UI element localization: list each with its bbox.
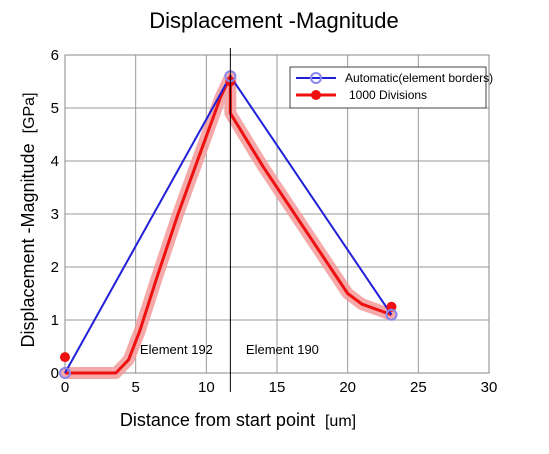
ticks: 0 5 10 15 20 25 30 0 1 2 3 4 5 6 (51, 47, 498, 396)
x-axis-label: Distance from start point [um] (120, 410, 356, 430)
legend-label-1000-divisions: 1000 Divisions (349, 88, 427, 102)
x-tick-label: 30 (481, 379, 498, 396)
legend-marker-automatic (310, 72, 322, 84)
y-tick-label: 0 (51, 365, 59, 382)
y-axis-label: Displacement -Magnitude [GPa] (18, 92, 38, 347)
x-tick-label: 10 (198, 379, 215, 396)
y-tick-label: 6 (51, 47, 59, 64)
y-tick-label: 5 (51, 100, 59, 117)
chart-title: Displacement -Magnitude (149, 8, 398, 33)
x-tick-label: 5 (131, 379, 139, 396)
y-tick-label: 3 (51, 206, 59, 223)
legend-box (289, 66, 487, 109)
annotation-label: Element 190 (246, 342, 319, 357)
legend-label-automatic: Automatic(element borders) (345, 71, 493, 85)
x-tick-label: 25 (410, 379, 427, 396)
legend-marker-1000-divisions (311, 90, 321, 100)
series-automatic-point (59, 367, 71, 379)
x-tick-label: 0 (61, 379, 69, 396)
series-1000-divisions-halo (59, 70, 398, 379)
annotations: Element 192 Element 190 (140, 342, 319, 357)
y-tick-label: 4 (51, 153, 59, 170)
series-automatic-point (385, 308, 398, 321)
plot-frame (64, 54, 490, 374)
legend: Automatic(element borders) 1000 Division… (289, 66, 493, 109)
y-tick-label: 1 (51, 312, 59, 329)
series-layer (59, 48, 398, 392)
x-tick-label: 20 (339, 379, 356, 396)
series-1000-divisions-point (60, 352, 70, 363)
annotation-label: Element 192 (140, 342, 213, 357)
y-tick-label: 2 (51, 259, 59, 276)
x-tick-label: 15 (269, 379, 286, 396)
series-1000-divisions-line (65, 74, 392, 375)
